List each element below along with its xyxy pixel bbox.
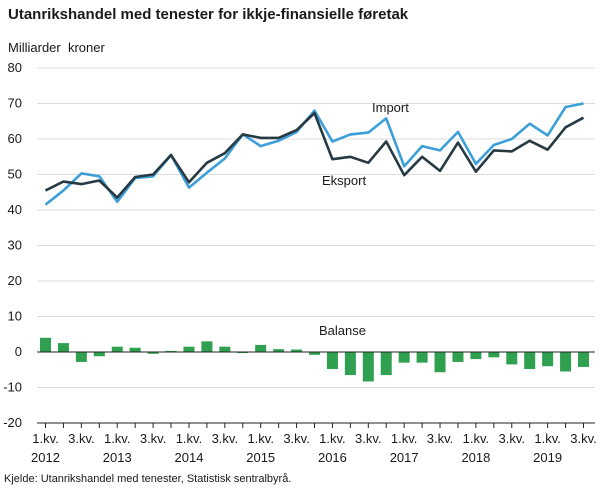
- x-year-label: 2012: [31, 450, 60, 465]
- balance-bar: [434, 352, 446, 373]
- import-line: [44, 102, 584, 206]
- balance-bar: [237, 352, 249, 354]
- balance-bar: [291, 349, 303, 352]
- x-tick-label: 1.kv.: [463, 431, 490, 446]
- y-tick-label: 80: [8, 60, 22, 75]
- balance-bar: [57, 343, 69, 352]
- x-tick-label: 3.kv.: [283, 431, 310, 446]
- x-tick-label: 1.kv.: [176, 431, 203, 446]
- grid-layer: [37, 67, 595, 424]
- chart-title: Utanrikshandel med tenester for ikkje-fi…: [8, 6, 409, 23]
- balance-bar: [578, 352, 589, 367]
- balance-bar: [111, 346, 123, 352]
- x-year-label: 2017: [390, 450, 419, 465]
- x-tick-label: 1.kv.: [104, 431, 131, 446]
- balance-bar: [129, 347, 141, 352]
- y-axis-label: Milliarder kroner: [8, 40, 105, 55]
- x-tick-label: 1.kv.: [319, 431, 346, 446]
- y-tick-label: 50: [8, 167, 22, 182]
- balance-bar: [470, 352, 482, 360]
- series-labels: Import Eksport Balanse: [319, 100, 409, 338]
- eksport-line: [44, 111, 585, 199]
- balance-bar: [488, 352, 500, 358]
- balance-bar: [560, 352, 572, 372]
- x-year-label: 2018: [461, 450, 490, 465]
- x-year-label: 2013: [103, 450, 132, 465]
- balance-bar: [326, 352, 338, 370]
- y-tick-label: -20: [3, 415, 22, 430]
- balance-bar: [524, 352, 536, 370]
- balance-bars: [40, 337, 589, 382]
- x-year-label: 2014: [175, 450, 204, 465]
- y-tick-label: 30: [8, 238, 22, 253]
- balance-bar: [75, 352, 87, 362]
- balance-bar: [380, 352, 392, 376]
- balance-bar: [255, 344, 267, 352]
- x-tick-label: 1.kv.: [32, 431, 59, 446]
- balance-bar: [219, 346, 231, 352]
- y-tick-label: 70: [8, 96, 22, 111]
- x-tick-label: 3.kv.: [68, 431, 95, 446]
- x-tick-label: 1.kv.: [534, 431, 561, 446]
- balance-bar: [93, 352, 105, 357]
- balance-bar: [362, 352, 374, 382]
- line-layer: [44, 102, 585, 206]
- y-tick-label: -10: [3, 380, 22, 395]
- balance-bar: [309, 352, 320, 355]
- balance-bar: [416, 352, 428, 363]
- y-tick-label: 0: [15, 344, 22, 359]
- balance-bar: [452, 352, 464, 362]
- balanse-series-label: Balanse: [319, 323, 366, 338]
- eksport-series-label: Eksport: [322, 173, 366, 188]
- balance-bar: [147, 352, 159, 354]
- balance-bar: [506, 352, 518, 365]
- x-tick-label: 1.kv.: [247, 431, 274, 446]
- y-tick-label: 60: [8, 131, 22, 146]
- balance-bar: [183, 346, 195, 352]
- x-year-label: 2015: [246, 450, 275, 465]
- y-tick-label: 40: [8, 202, 22, 217]
- y-tick-label: 20: [8, 273, 22, 288]
- balance-bar: [542, 352, 554, 367]
- axis-layer: -20 -10 0 10 20 30 40 50 60 70 80 1.kv. 3.kv. 1.kv. 3.…: [3, 60, 597, 465]
- x-tick-label: 3.kv.: [140, 431, 167, 446]
- x-year-label: 2019: [533, 450, 562, 465]
- x-tick-label: 3.kv.: [212, 431, 239, 446]
- balance-bar: [40, 337, 51, 352]
- x-tick-label: 3.kv.: [570, 431, 597, 446]
- balance-bar: [201, 341, 213, 352]
- import-series-label: Import: [372, 100, 409, 115]
- balance-bar: [273, 349, 285, 352]
- balance-bar: [398, 352, 410, 363]
- balance-bar: [165, 350, 177, 352]
- source-note: Kjelde: Utanrikshandel med tenester, Sta…: [4, 473, 292, 485]
- x-tick-label: 3.kv.: [427, 431, 454, 446]
- x-tick-label: 1.kv.: [391, 431, 418, 446]
- x-year-label: 2016: [318, 450, 347, 465]
- balance-bar: [344, 352, 356, 376]
- y-tick-label: 10: [8, 309, 22, 324]
- x-tick-label: 3.kv.: [355, 431, 382, 446]
- x-tick-label: 3.kv.: [499, 431, 526, 446]
